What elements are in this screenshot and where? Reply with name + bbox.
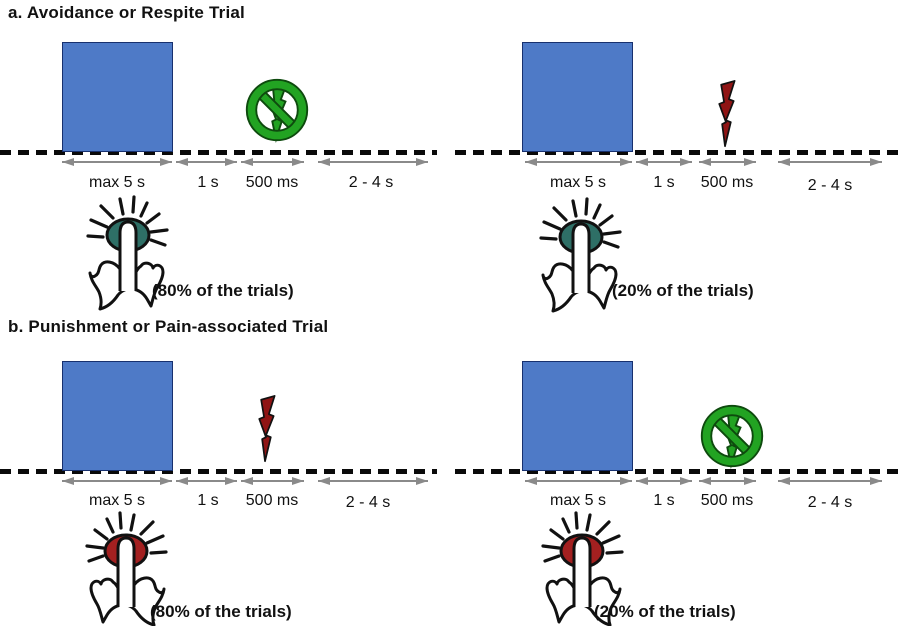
no-shock-icon	[243, 76, 311, 144]
cue-square	[522, 361, 633, 471]
timeline-label: max 5 s	[549, 174, 607, 191]
section-b-title: b. Punishment or Pain-associated Trial	[8, 317, 329, 336]
timeline-arrow	[241, 157, 304, 166]
timeline-dashed-axis	[455, 469, 898, 474]
section-a-title: a. Avoidance or Respite Trial	[8, 3, 245, 22]
cue-square	[522, 42, 633, 152]
timeline-label: 1 s	[197, 174, 219, 191]
timeline-label: 2 - 4 s	[348, 174, 394, 191]
timeline-arrow	[176, 476, 237, 485]
timeline-arrow	[318, 476, 428, 485]
timeline-arrow	[778, 157, 882, 166]
timeline-label: max 5 s	[88, 492, 146, 509]
timeline-arrow	[525, 476, 632, 485]
timeline-dashed-axis	[455, 150, 898, 155]
timeline-dashed-axis	[0, 469, 437, 474]
timeline-arrow	[525, 157, 632, 166]
timeline-label: 1 s	[653, 492, 675, 509]
timeline-arrow	[636, 157, 692, 166]
timeline-label: 500 ms	[245, 174, 299, 191]
no-shock-icon	[698, 402, 766, 470]
timeline-dashed-axis	[0, 150, 437, 155]
timeline-arrow	[778, 476, 882, 485]
cue-square	[62, 42, 173, 152]
timeline-label: 2 - 4 s	[345, 494, 391, 511]
probability-label: (80% of the trials)	[152, 281, 294, 300]
timeline-arrow	[241, 476, 304, 485]
cue-square	[62, 361, 173, 471]
probability-label: (20% of the trials)	[594, 602, 736, 621]
shock-bolt-icon	[252, 394, 279, 466]
timeline-arrow	[62, 157, 172, 166]
timeline-label: 500 ms	[700, 174, 754, 191]
timeline-arrow	[62, 476, 172, 485]
timeline-arrow	[176, 157, 237, 166]
timeline-label: 500 ms	[700, 492, 754, 509]
probability-label: (20% of the trials)	[612, 281, 754, 300]
timeline-label: max 5 s	[88, 174, 146, 191]
timeline-arrow	[318, 157, 428, 166]
timeline-label: max 5 s	[549, 492, 607, 509]
probability-label: (80% of the trials)	[150, 602, 292, 621]
timeline-label: 500 ms	[245, 492, 299, 509]
timeline-label: 2 - 4 s	[807, 494, 853, 511]
timeline-label: 2 - 4 s	[807, 177, 853, 194]
timeline-arrow	[699, 157, 756, 166]
timeline-label: 1 s	[653, 174, 675, 191]
timeline-arrow	[699, 476, 756, 485]
timeline-arrow	[636, 476, 692, 485]
timeline-label: 1 s	[197, 492, 219, 509]
shock-bolt-icon	[712, 79, 739, 151]
